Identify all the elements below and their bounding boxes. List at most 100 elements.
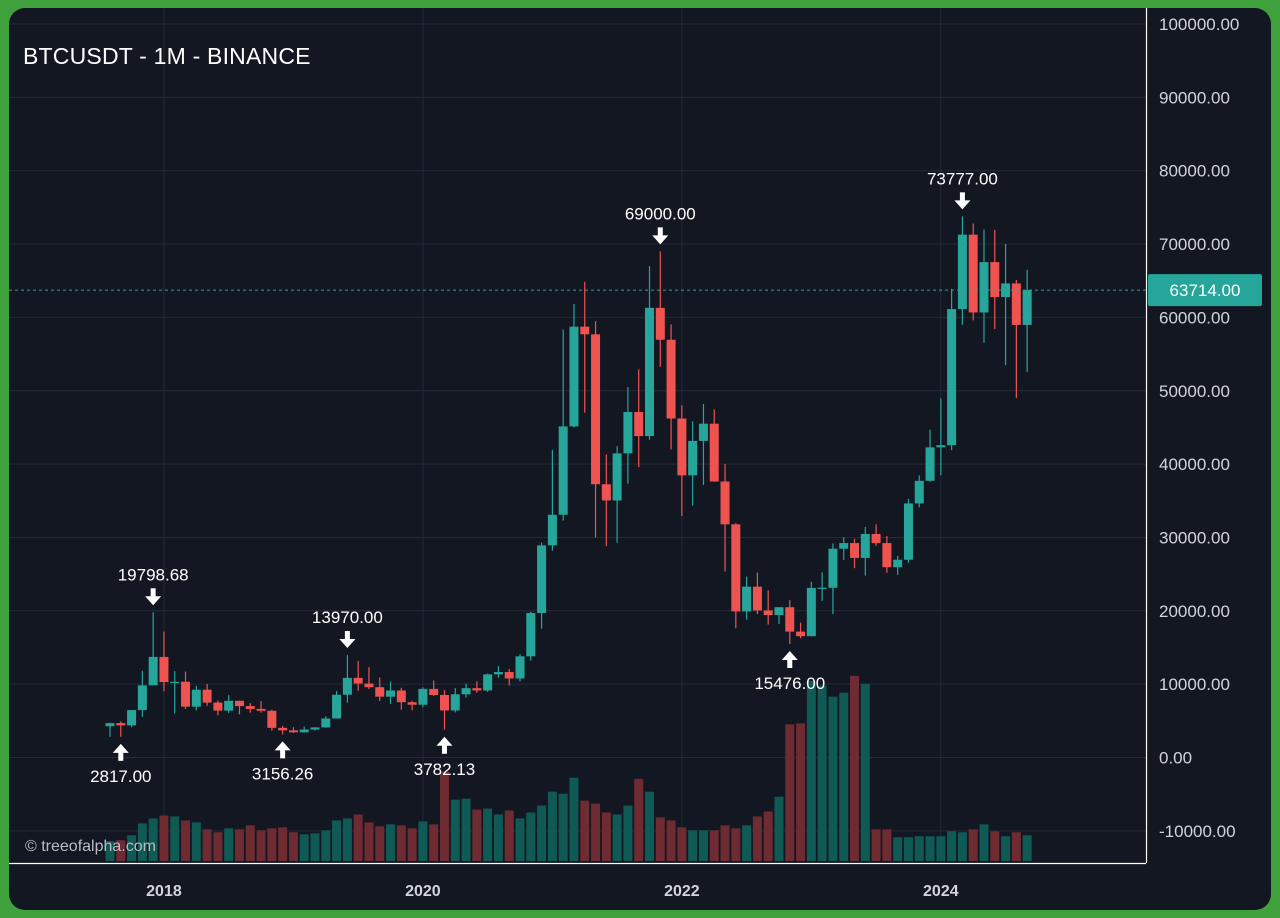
candle-body [234,700,244,707]
volume-bar [580,800,590,861]
candle-body [990,262,1000,298]
volume-bar [839,692,849,861]
candle-body [763,610,773,616]
candle-body [623,412,633,454]
y-tick-label: 20000.00 [1159,602,1230,621]
volume-bar [213,832,223,861]
volume-bar [1022,835,1032,861]
candle-body [601,484,611,501]
volume-bar [623,805,633,861]
annotation-arrow-stem [959,192,965,202]
volume-bar [353,814,363,861]
volume-bar [882,829,892,861]
candle-body [504,672,514,679]
volume-bar [893,837,903,861]
volume-bar [202,829,212,861]
volume-bar [774,796,784,861]
candle-body [159,656,169,683]
annotation-label: 15476.00 [754,674,825,693]
volume-bar [396,825,406,861]
volume-bar [288,832,298,861]
candle-body [666,339,676,419]
candle-body [353,677,363,684]
volume-bar [925,836,935,861]
candle-body [774,607,784,616]
candlestick-chart[interactable]: 63714.00 2817.00 19798.68 3156.26 13970.00 3… [9,8,1271,910]
chart-title: BTCUSDT - 1M - BINANCE [23,43,311,69]
y-tick-label: 10000.00 [1159,675,1230,694]
candle-body [850,543,860,558]
annotation-arrow-stem [118,751,124,761]
volume-bar [278,827,288,861]
y-tick-label: 80000.00 [1159,162,1230,181]
volume-bar [860,683,870,861]
annotation-arrow-stem [344,631,350,641]
candle-body [461,688,471,695]
candle-body [688,440,698,476]
candle-body [871,533,881,544]
candle-body [817,587,827,589]
candle-body [429,688,439,695]
volume-bar [698,830,708,861]
candle-body [299,729,309,733]
volume-bar [558,793,568,861]
candle-body [957,234,967,310]
volume-bar [850,675,860,861]
volume-bar [547,791,557,861]
volume-bar [191,822,201,861]
candle-body [127,710,137,726]
candle-body [634,412,644,437]
candle-body [202,689,212,703]
candle-body [569,326,579,427]
candle-body [968,234,978,313]
volume-bar [720,825,730,861]
candle-body [947,309,957,446]
candle-body [731,524,741,612]
candle-body [116,723,126,726]
annotation-arrow-up [436,736,453,746]
candle-body [979,262,989,313]
volume-bar [472,809,482,861]
volume-bar [903,837,913,861]
volume-bar [968,829,978,861]
volume-bar [688,830,698,861]
candle-body [342,677,352,695]
volume-bar [947,831,957,861]
annotation-arrow-up [112,743,129,753]
candle-body [752,586,762,611]
candle-body [558,426,568,515]
candle-body [612,453,622,501]
volume-bar [990,831,1000,861]
annotation-arrow-stem [280,749,286,759]
candle-body [450,694,460,711]
candle-body [483,674,493,691]
candle-body [1011,283,1021,325]
y-tick-label: 100000.00 [1159,15,1239,34]
candle-body [472,688,482,691]
candle-body [375,687,385,697]
volume-bar [806,680,816,861]
volume-bar [785,724,795,861]
volume-bar [752,816,762,861]
annotation-label: 3782.13 [414,760,475,779]
candle-body [288,730,298,733]
candle-body [785,607,795,632]
annotation-arrow-down [145,596,162,606]
candle-body [893,559,903,568]
volume-bar [267,828,277,861]
candle-body [882,543,892,568]
volume-bar [116,840,126,861]
volume-bar [591,803,601,861]
volume-bar [634,778,644,861]
candle-body [526,613,536,657]
volume-bar [170,816,180,861]
candle-body [709,423,719,482]
volume-bar [256,830,266,861]
candle-body [537,545,547,614]
candle-body [267,710,277,728]
chart-frame: 63714.00 2817.00 19798.68 3156.26 13970.00 3… [9,8,1271,910]
annotation-label: 2817.00 [90,767,151,786]
annotation-arrow-up [274,741,291,751]
y-tick-label: 60000.00 [1159,308,1230,327]
volume-bar [450,799,460,861]
